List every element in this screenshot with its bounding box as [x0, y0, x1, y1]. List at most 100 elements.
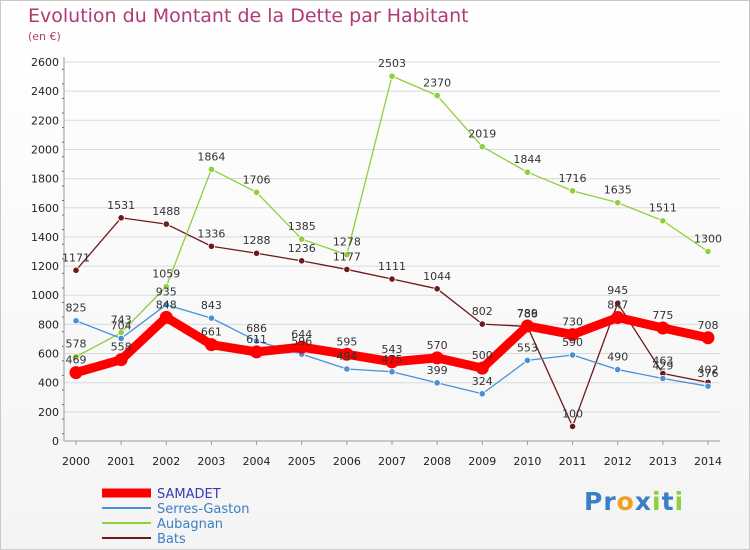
y-tick-label: 400 — [38, 377, 59, 390]
series-aubagnan — [72, 72, 712, 361]
data-point — [656, 321, 670, 335]
data-point — [162, 220, 170, 228]
brand-letter: x — [634, 487, 652, 516]
data-label: 743 — [111, 314, 132, 327]
data-label: 611 — [246, 333, 267, 346]
y-tick-label: 1600 — [31, 202, 59, 215]
data-point — [207, 165, 216, 173]
data-label: 475 — [382, 353, 403, 366]
data-point — [659, 217, 667, 225]
data-label: 402 — [698, 363, 719, 376]
data-label: 1278 — [333, 236, 361, 249]
data-label: 1177 — [333, 250, 361, 263]
data-point — [385, 355, 399, 369]
data-label: 376 — [698, 367, 719, 380]
data-label: 1336 — [197, 227, 225, 240]
y-tick-label: 0 — [52, 435, 59, 448]
data-point — [117, 334, 125, 342]
data-point — [204, 338, 218, 352]
data-label: 786 — [517, 307, 538, 320]
data-point — [340, 347, 354, 361]
data-point — [566, 328, 580, 342]
data-point — [162, 301, 170, 309]
data-label: 1488 — [152, 205, 180, 218]
data-point — [433, 91, 441, 100]
data-label: 644 — [291, 328, 312, 341]
y-tick-label: 2200 — [31, 114, 59, 127]
data-label: 1300 — [694, 233, 722, 246]
data-label: 1844 — [513, 153, 541, 166]
legend-label: Bats — [157, 532, 186, 547]
data-point — [614, 365, 622, 374]
y-tick-label: 1400 — [31, 231, 59, 244]
data-point — [117, 214, 125, 222]
data-label: 730 — [562, 316, 583, 329]
x-tick-label: 2011 — [559, 455, 587, 468]
data-point — [250, 345, 264, 359]
data-label: 661 — [201, 326, 222, 339]
data-label: 2019 — [468, 128, 496, 141]
data-point — [72, 353, 80, 361]
data-label: 847 — [607, 299, 628, 312]
data-label: 596 — [291, 335, 312, 348]
data-label: 825 — [66, 302, 87, 315]
data-label: 1236 — [288, 242, 316, 255]
data-label: 686 — [246, 322, 267, 335]
data-label: 1635 — [604, 184, 632, 197]
brand-letter: o — [616, 487, 635, 516]
data-point — [343, 265, 351, 274]
data-label: 578 — [66, 338, 87, 351]
data-point — [614, 299, 622, 307]
x-tick-label: 2004 — [243, 455, 271, 468]
data-label: 543 — [382, 343, 403, 356]
data-label: 1511 — [649, 202, 677, 215]
data-point — [433, 285, 441, 293]
x-tick-label: 2000 — [62, 455, 90, 468]
data-label: 2370 — [423, 77, 451, 90]
data-point — [704, 247, 712, 256]
data-point — [388, 72, 396, 80]
data-point — [475, 361, 489, 375]
data-label: 1385 — [288, 220, 316, 233]
data-label: 100 — [562, 407, 583, 420]
data-point — [478, 390, 486, 398]
brand-letter: i — [674, 487, 685, 516]
x-tick-label: 2007 — [378, 455, 406, 468]
data-point — [430, 351, 444, 365]
data-label: 843 — [201, 299, 222, 312]
data-label: 595 — [336, 335, 357, 348]
y-tick-label: 2400 — [31, 85, 59, 98]
data-point — [114, 353, 128, 367]
data-label: 704 — [111, 319, 132, 332]
data-label: 1706 — [243, 173, 271, 186]
data-point — [701, 331, 715, 345]
data-label: 429 — [652, 359, 673, 372]
data-point — [295, 340, 309, 354]
data-point — [252, 249, 261, 257]
data-label: 558 — [111, 341, 132, 354]
data-label: 2503 — [378, 57, 406, 70]
data-point — [568, 422, 577, 431]
data-point — [568, 187, 577, 195]
data-point — [162, 283, 170, 291]
data-point — [388, 368, 396, 376]
data-point — [343, 251, 351, 259]
series-samadet — [69, 310, 715, 380]
data-label: 945 — [607, 284, 628, 297]
y-tick-label: 1000 — [31, 289, 59, 302]
x-tick-label: 2005 — [288, 455, 316, 468]
data-label: 399 — [427, 364, 448, 377]
data-point — [659, 374, 667, 383]
x-tick-label: 2010 — [513, 455, 541, 468]
brand-letter: P — [584, 487, 604, 516]
y-tick-label: 2000 — [31, 143, 59, 156]
data-point — [72, 317, 80, 325]
data-label: 1288 — [243, 234, 271, 247]
data-label: 708 — [698, 319, 719, 332]
data-point — [568, 351, 577, 359]
data-point — [252, 337, 261, 345]
data-point — [520, 319, 534, 333]
data-point — [252, 188, 261, 196]
y-tick-label: 600 — [38, 348, 59, 361]
x-tick-label: 2009 — [468, 455, 496, 468]
